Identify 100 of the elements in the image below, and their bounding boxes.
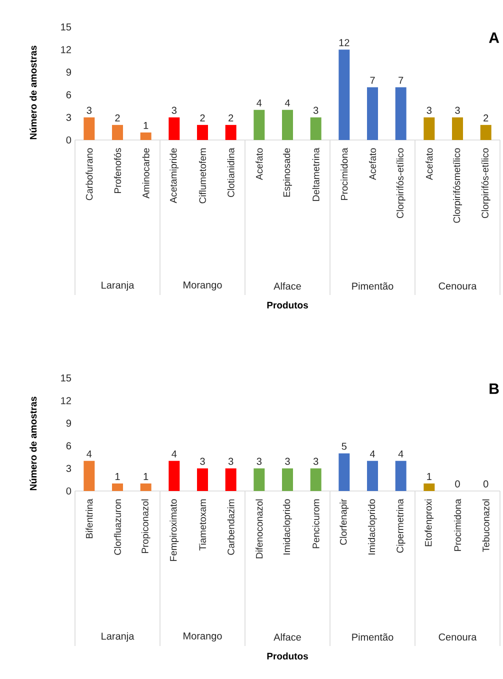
x-tick-label: Procimidona [340, 148, 348, 200]
bar [282, 468, 293, 492]
x-tick-label: Ciflumetofem [199, 148, 206, 204]
data-label: 0 [483, 480, 488, 488]
data-label: 3 [313, 106, 318, 114]
x-tick-label: Clorpirifós-etílico [396, 148, 406, 218]
x-tick-label: Tebuconazol [482, 499, 490, 552]
x-tick-label: Espinosade [283, 148, 292, 197]
x-tick-label: Fempiroximato [170, 499, 179, 561]
y-axis-title: Número de amostras [30, 46, 37, 140]
x-tick-label: Acetamipride [170, 148, 179, 204]
y-tick-label: 6 [66, 442, 72, 450]
x-tick-label: Acefato [426, 148, 433, 180]
bar [254, 468, 265, 492]
bar [367, 87, 378, 140]
x-tick-label: Etofenproxi [424, 499, 434, 546]
bar [84, 460, 95, 492]
y-tick-label: 0 [66, 487, 72, 495]
y-axis-title: Número de amostras [30, 396, 37, 490]
x-tick-label: Propiconazol [141, 499, 150, 553]
x-tick-label: Carbendazim [227, 499, 234, 555]
x-tick-label: Aminocarbe [142, 148, 150, 198]
text: Morango [184, 632, 222, 642]
x-tick-label: Cipermetrina [396, 498, 406, 553]
data-label: 0 [455, 480, 460, 488]
data-label: 4 [86, 450, 92, 458]
x-tick-label: Clorfluazuron [114, 499, 121, 555]
x-tick-label: Acefato [256, 148, 263, 180]
x-tick-label: Deltametrina [312, 148, 320, 201]
bar [168, 460, 180, 492]
x-axis-title: Produtos [267, 302, 308, 309]
data-label: 3 [172, 106, 177, 114]
bar [140, 483, 152, 492]
x-tick-label: Bifentrina [86, 498, 93, 538]
y-tick-label: 6 [66, 91, 72, 98]
data-label: 2 [200, 114, 205, 122]
data-label: 12 [339, 39, 350, 46]
x-tick-label: Procimidona [454, 498, 461, 551]
x-tick-label: Difenoconazol [256, 499, 263, 558]
data-label: 1 [144, 473, 148, 480]
bar [168, 117, 180, 140]
x-tick-label: Tiametoxam [199, 499, 206, 550]
bar [140, 132, 152, 140]
y-tick-label: 15 [61, 374, 72, 382]
x-tick-label: Clorpirifósmetílico [453, 148, 462, 223]
data-label: 4 [172, 450, 177, 458]
bar [112, 483, 124, 492]
text: Laranja [102, 281, 134, 291]
data-label: 2 [115, 114, 120, 122]
text: Pimentão [352, 282, 394, 290]
bar [338, 50, 350, 140]
data-label: 3 [256, 458, 262, 465]
x-tick-label: Acefato [369, 148, 376, 180]
data-label: 4 [256, 99, 262, 106]
data-label: 3 [313, 458, 318, 465]
bar [310, 117, 322, 140]
data-label: 5 [342, 442, 347, 450]
bar [197, 468, 208, 492]
x-tick-label: Clotianidina [227, 148, 234, 197]
x-tick-label: Profenofós [114, 148, 122, 193]
bar [84, 117, 95, 140]
x-axis-title: Produtos [267, 652, 308, 660]
data-label: 3 [86, 106, 92, 114]
data-label: 2 [228, 114, 234, 122]
bar [424, 483, 435, 492]
text: Alface [274, 633, 301, 641]
y-tick-label: 0 [66, 136, 72, 144]
x-tick-label: Imidacloprido [368, 499, 377, 554]
y-tick-label: 3 [66, 464, 72, 472]
data-label: 4 [398, 450, 404, 458]
x-tick-label: Pencicurom [312, 499, 320, 548]
data-label: 3 [285, 458, 290, 465]
data-label: 3 [455, 106, 460, 114]
y-tick-label: 3 [66, 114, 72, 121]
bar [225, 124, 236, 140]
y-tick-label: 9 [66, 420, 72, 427]
data-label: 2 [484, 114, 488, 122]
text: Alface [274, 282, 301, 290]
bar [452, 117, 464, 140]
text: Cenoura [438, 633, 477, 641]
bar [225, 468, 236, 492]
bar [395, 87, 406, 140]
data-label: 1 [144, 122, 148, 129]
bar [310, 468, 322, 492]
y-tick-label: 15 [61, 24, 72, 30]
data-label: 3 [228, 458, 234, 465]
chart-title: A [489, 32, 500, 43]
data-label: 1 [115, 473, 120, 480]
data-label: 4 [370, 450, 375, 458]
data-label: 1 [427, 473, 432, 480]
data-label: 3 [200, 458, 205, 465]
x-tick-label: Clorpirifós-etílico [481, 148, 490, 218]
text: Pimentão [352, 633, 394, 641]
bar [254, 110, 265, 140]
text: Morango [184, 282, 222, 290]
x-tick-label: Carbofurano [86, 148, 93, 200]
bar [424, 117, 435, 140]
y-tick-label: 12 [61, 46, 71, 54]
bar [395, 460, 406, 492]
bar [367, 460, 378, 492]
